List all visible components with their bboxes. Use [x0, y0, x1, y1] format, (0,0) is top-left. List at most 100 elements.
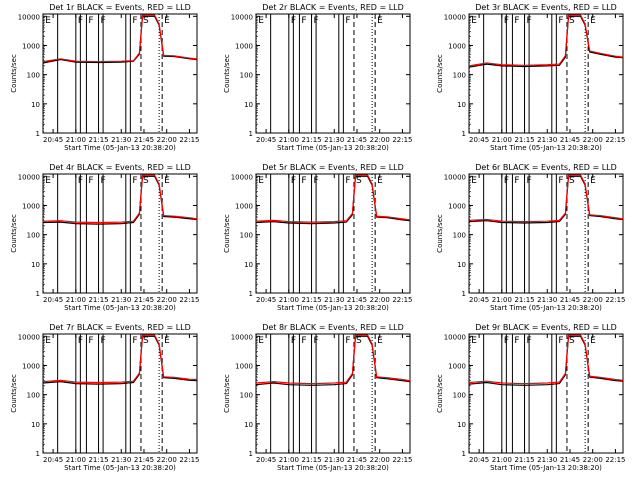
event-marker-label: E — [45, 176, 51, 186]
x-tick-label: 22:15 — [179, 136, 199, 144]
x-tick-label: 22:00 — [583, 296, 603, 304]
x-tick-label: 21:30 — [324, 456, 344, 464]
x-tick-label: 21:15 — [301, 296, 321, 304]
x-axis-label: Start Time (05-Jan-13 20:38:20) — [490, 464, 602, 472]
x-tick-label: 21:45 — [560, 456, 580, 464]
y-tick-label: 10000 — [444, 173, 466, 181]
x-tick-label: 20:45 — [43, 296, 63, 304]
plot-frame — [468, 333, 624, 454]
y-tick-label: 1000 — [22, 362, 40, 370]
chart-panel: Det 7r BLACK = Events, RED = LLD 1 10 100 10… — [10, 323, 200, 472]
y-tick-label: 1 — [36, 450, 40, 458]
chart-title: Det 4r BLACK = Events, RED = LLD — [49, 163, 191, 172]
event-marker-label: F — [514, 336, 519, 346]
y-tick-label: 1000 — [22, 42, 40, 50]
event-marker-label: F — [345, 336, 350, 346]
lld-series-line — [468, 334, 624, 385]
event-marker-label: E — [590, 336, 596, 346]
plot-frame — [42, 333, 198, 454]
y-tick-label: 1000 — [235, 202, 253, 210]
lld-series-line — [42, 14, 198, 63]
plot-frame — [255, 173, 411, 294]
y-axis-label: Counts/sec — [10, 374, 18, 413]
x-tick-label: 21:30 — [537, 456, 557, 464]
lld-series-line — [255, 334, 411, 385]
y-tick-label: 1 — [249, 450, 253, 458]
y-tick-label: 100 — [453, 232, 466, 240]
y-tick-label: 1 — [249, 290, 253, 298]
x-tick-label: 20:45 — [469, 296, 489, 304]
event-marker-label: E — [377, 176, 383, 186]
y-tick-label: 10 — [457, 261, 466, 269]
y-tick-label: 10 — [31, 421, 40, 429]
x-axis-label: Start Time (05-Jan-13 20:38:20) — [64, 304, 176, 312]
plot-frame — [42, 173, 198, 294]
chart-panel: Det 1r BLACK = Events, RED = LLD 1 10 100 10… — [10, 3, 200, 152]
x-tick-label: 21:00 — [279, 456, 299, 464]
chart-panel: Det 2r BLACK = Events, RED = LLD 1 10 100 10… — [223, 3, 413, 152]
event-marker-label: E — [45, 16, 51, 26]
events-series-line — [468, 15, 624, 68]
x-tick-label: 21:45 — [347, 136, 367, 144]
y-tick-label: 100 — [240, 72, 253, 80]
event-marker-label: S — [569, 336, 575, 346]
event-marker-label: S — [569, 176, 575, 186]
event-marker-label: S — [356, 176, 362, 186]
event-marker-label: F — [514, 176, 519, 186]
y-tick-label: 1 — [36, 130, 40, 138]
x-tick-label: 21:45 — [560, 296, 580, 304]
y-axis-label: Counts/sec — [436, 374, 444, 413]
x-axis-label: Start Time (05-Jan-13 20:38:20) — [64, 144, 176, 152]
y-axis-label: Counts/sec — [223, 214, 231, 253]
y-tick-label: 1 — [462, 450, 466, 458]
x-tick-label: 22:15 — [605, 136, 625, 144]
x-tick-label: 22:15 — [179, 296, 199, 304]
x-tick-label: 21:00 — [66, 456, 86, 464]
x-tick-label: 21:00 — [492, 136, 512, 144]
x-tick-label: 21:00 — [279, 136, 299, 144]
event-marker-label: S — [569, 16, 575, 26]
plot-frame — [42, 13, 198, 134]
x-tick-label: 21:00 — [279, 296, 299, 304]
event-marker-label: F — [88, 16, 93, 26]
y-tick-label: 1 — [36, 290, 40, 298]
event-marker-label: E — [45, 336, 51, 346]
x-tick-label: 21:00 — [492, 296, 512, 304]
event-marker-label: F — [558, 176, 563, 186]
events-series-line — [42, 175, 198, 225]
event-marker-label: E — [590, 176, 596, 186]
x-tick-label: 22:15 — [392, 136, 412, 144]
event-marker-label: S — [143, 176, 149, 186]
x-tick-label: 22:15 — [392, 296, 412, 304]
x-tick-label: 21:45 — [560, 136, 580, 144]
x-tick-label: 21:45 — [134, 296, 154, 304]
y-tick-label: 100 — [240, 392, 253, 400]
y-tick-label: 1 — [462, 290, 466, 298]
event-marker-label: E — [164, 336, 170, 346]
event-marker-label: F — [514, 16, 519, 26]
y-tick-label: 100 — [27, 392, 40, 400]
x-tick-label: 20:45 — [43, 136, 63, 144]
x-tick-label: 21:00 — [492, 456, 512, 464]
event-marker-label: F — [301, 16, 306, 26]
y-tick-label: 1000 — [22, 202, 40, 210]
y-tick-label: 10000 — [231, 173, 253, 181]
y-tick-label: 1000 — [235, 362, 253, 370]
y-axis-label: Counts/sec — [10, 214, 18, 253]
y-tick-label: 10 — [244, 261, 253, 269]
event-marker-label: E — [258, 336, 264, 346]
event-marker-label: F — [132, 336, 137, 346]
x-tick-label: 22:15 — [605, 296, 625, 304]
x-tick-label: 20:45 — [256, 456, 276, 464]
plot-frame — [255, 333, 411, 454]
x-tick-label: 21:00 — [66, 296, 86, 304]
event-marker-label: E — [471, 176, 477, 186]
chart-panel: Det 5r BLACK = Events, RED = LLD 1 10 100 10… — [223, 163, 413, 312]
event-marker-label: S — [143, 16, 149, 26]
plot-frame — [468, 13, 624, 134]
chart-title: Det 1r BLACK = Events, RED = LLD — [49, 3, 191, 12]
x-tick-label: 21:30 — [111, 136, 131, 144]
x-tick-label: 21:45 — [347, 296, 367, 304]
event-marker-label: F — [301, 176, 306, 186]
